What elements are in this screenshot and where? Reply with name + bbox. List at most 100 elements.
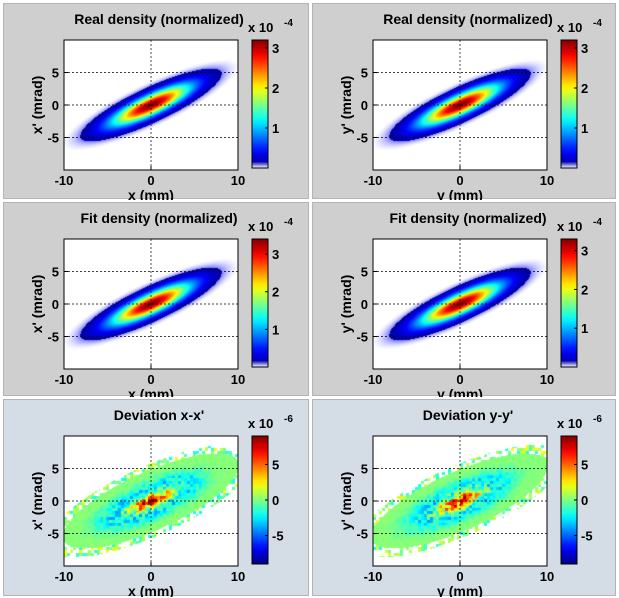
chart-panel: Fit density (normalized) -10 0 10 -5 0 5 y (mm)… xyxy=(312,202,616,397)
y-tick-label: 5 xyxy=(52,66,59,81)
y-tick-label: -5 xyxy=(356,330,368,345)
heatmap-chart: Fit density (normalized) -10 0 10 -5 0 5 x (mm)… xyxy=(29,210,293,397)
x-axis-label: x (mm) xyxy=(128,187,174,200)
y-tick-label: 5 xyxy=(361,66,368,81)
x-axis-label: y (mm) xyxy=(437,187,483,200)
colorbar-exponent: -4 xyxy=(593,18,602,29)
x-tick-label: 0 xyxy=(456,173,463,188)
x-tick-label: 10 xyxy=(540,569,554,584)
y-axis-label: y' (mrad) xyxy=(338,275,354,334)
colorbar-tick-label: -5 xyxy=(272,529,284,544)
y-tick-label: 5 xyxy=(52,462,59,477)
colorbar-tick-label: 1 xyxy=(272,121,279,136)
colorbar-exponent: -4 xyxy=(284,217,293,228)
colorbar-tick-label: 1 xyxy=(272,322,279,337)
y-tick-label: -5 xyxy=(47,330,59,345)
x-tick-label: 0 xyxy=(456,372,463,387)
heatmap-chart: Real density (normalized) -10 0 10 -5 0 5 y (mm… xyxy=(338,11,602,200)
y-tick-label: 0 xyxy=(52,297,59,312)
x-tick-label: -10 xyxy=(364,372,383,387)
x-tick-label: 0 xyxy=(456,569,463,584)
colorbar-tick-label: 0 xyxy=(272,493,279,508)
colorbar-tick-label: 1 xyxy=(581,121,588,136)
x-tick-label: 10 xyxy=(231,173,245,188)
colorbar xyxy=(560,39,578,169)
colorbar-tick-label: 2 xyxy=(272,81,279,96)
colorbar-exponent-base: x 10 xyxy=(557,20,582,35)
y-tick-label: -5 xyxy=(47,527,59,542)
colorbar-exponent: -6 xyxy=(593,414,602,425)
y-tick-label: 0 xyxy=(361,98,368,113)
chart-title: Deviation x-x' xyxy=(114,407,204,423)
chart-title: Fit density (normalized) xyxy=(80,210,237,226)
x-tick-label: 0 xyxy=(147,372,154,387)
y-tick-label: 0 xyxy=(52,98,59,113)
colorbar-tick-label: 3 xyxy=(581,41,588,56)
colorbar-tick-label: 3 xyxy=(272,247,279,262)
colorbar-exponent: -4 xyxy=(284,18,293,29)
y-axis-label: y' (mrad) xyxy=(338,472,354,531)
colorbar-exponent-base: x 10 xyxy=(557,219,582,234)
colorbar-tick-label: 2 xyxy=(581,81,588,96)
x-tick-label: 10 xyxy=(540,372,554,387)
y-tick-label: 0 xyxy=(361,494,368,509)
chart-panel: Fit density (normalized) -10 0 10 -5 0 5 x (mm)… xyxy=(3,202,309,397)
colorbar-exponent: -4 xyxy=(593,217,602,228)
x-axis-label: y (mm) xyxy=(437,583,483,597)
y-tick-label: 0 xyxy=(52,494,59,509)
colorbar-tick-label: 5 xyxy=(272,457,279,472)
x-tick-label: 10 xyxy=(231,569,245,584)
x-tick-label: -10 xyxy=(55,173,74,188)
x-tick-label: 0 xyxy=(147,173,154,188)
heatmap-chart: Real density (normalized) -10 0 10 -5 0 5 x (mm… xyxy=(29,11,293,200)
y-axis-label: x' (mrad) xyxy=(29,472,45,531)
colorbar-exponent-base: x 10 xyxy=(557,416,582,431)
y-tick-label: 5 xyxy=(52,265,59,280)
x-tick-label: 10 xyxy=(540,173,554,188)
colorbar-exponent-base: x 10 xyxy=(248,416,273,431)
x-axis-label: x (mm) xyxy=(128,386,174,397)
chart-title: Deviation y-y' xyxy=(423,407,513,423)
y-axis-label: x' (mrad) xyxy=(29,76,45,135)
chart-title: Real density (normalized) xyxy=(383,11,553,27)
x-tick-label: -10 xyxy=(364,569,383,584)
chart-title: Fit density (normalized) xyxy=(389,210,546,226)
x-tick-label: -10 xyxy=(364,173,383,188)
chart-panel: Real density (normalized) -10 0 10 -5 0 5 y (mm… xyxy=(312,3,616,200)
y-axis-label: y' (mrad) xyxy=(338,76,354,135)
colorbar-exponent-base: x 10 xyxy=(248,20,273,35)
y-tick-label: 0 xyxy=(361,297,368,312)
colorbar-tick-label: 3 xyxy=(272,41,279,56)
x-tick-label: -10 xyxy=(55,569,74,584)
y-tick-label: 5 xyxy=(361,462,368,477)
x-tick-label: -10 xyxy=(55,372,74,387)
colorbar-tick-label: -5 xyxy=(581,529,593,544)
colorbar-tick-label: 1 xyxy=(581,321,588,336)
colorbar xyxy=(251,238,269,368)
colorbar-tick-label: 5 xyxy=(581,457,588,472)
colorbar xyxy=(251,39,269,169)
colorbar xyxy=(560,238,578,368)
colorbar-tick-label: 2 xyxy=(272,285,279,300)
y-tick-label: -5 xyxy=(356,527,368,542)
colorbar-exponent: -6 xyxy=(284,414,293,425)
chart-panel: Deviation x-x' -10 0 10 -5 0 5 x (mm) x' (mrad) -… xyxy=(3,399,309,597)
x-axis-label: x (mm) xyxy=(128,583,174,597)
y-axis-label: x' (mrad) xyxy=(29,275,45,334)
chart-panel: Real density (normalized) -10 0 10 -5 0 5 x (mm… xyxy=(3,3,309,200)
y-tick-label: -5 xyxy=(47,131,59,146)
chart-panel: Deviation y-y' -10 0 10 -5 0 5 y (mm) y' (mrad) -… xyxy=(312,399,616,597)
colorbar-tick-label: 3 xyxy=(581,244,588,259)
y-tick-label: -5 xyxy=(356,131,368,146)
colorbar-tick-label: 2 xyxy=(581,282,588,297)
heatmap-chart: Fit density (normalized) -10 0 10 -5 0 5 y (mm)… xyxy=(338,210,602,397)
y-tick-label: 5 xyxy=(361,265,368,280)
x-tick-label: 0 xyxy=(147,569,154,584)
chart-title: Real density (normalized) xyxy=(74,11,244,27)
colorbar-exponent-base: x 10 xyxy=(248,219,273,234)
x-axis-label: y (mm) xyxy=(437,386,483,397)
colorbar-tick-label: 0 xyxy=(581,493,588,508)
